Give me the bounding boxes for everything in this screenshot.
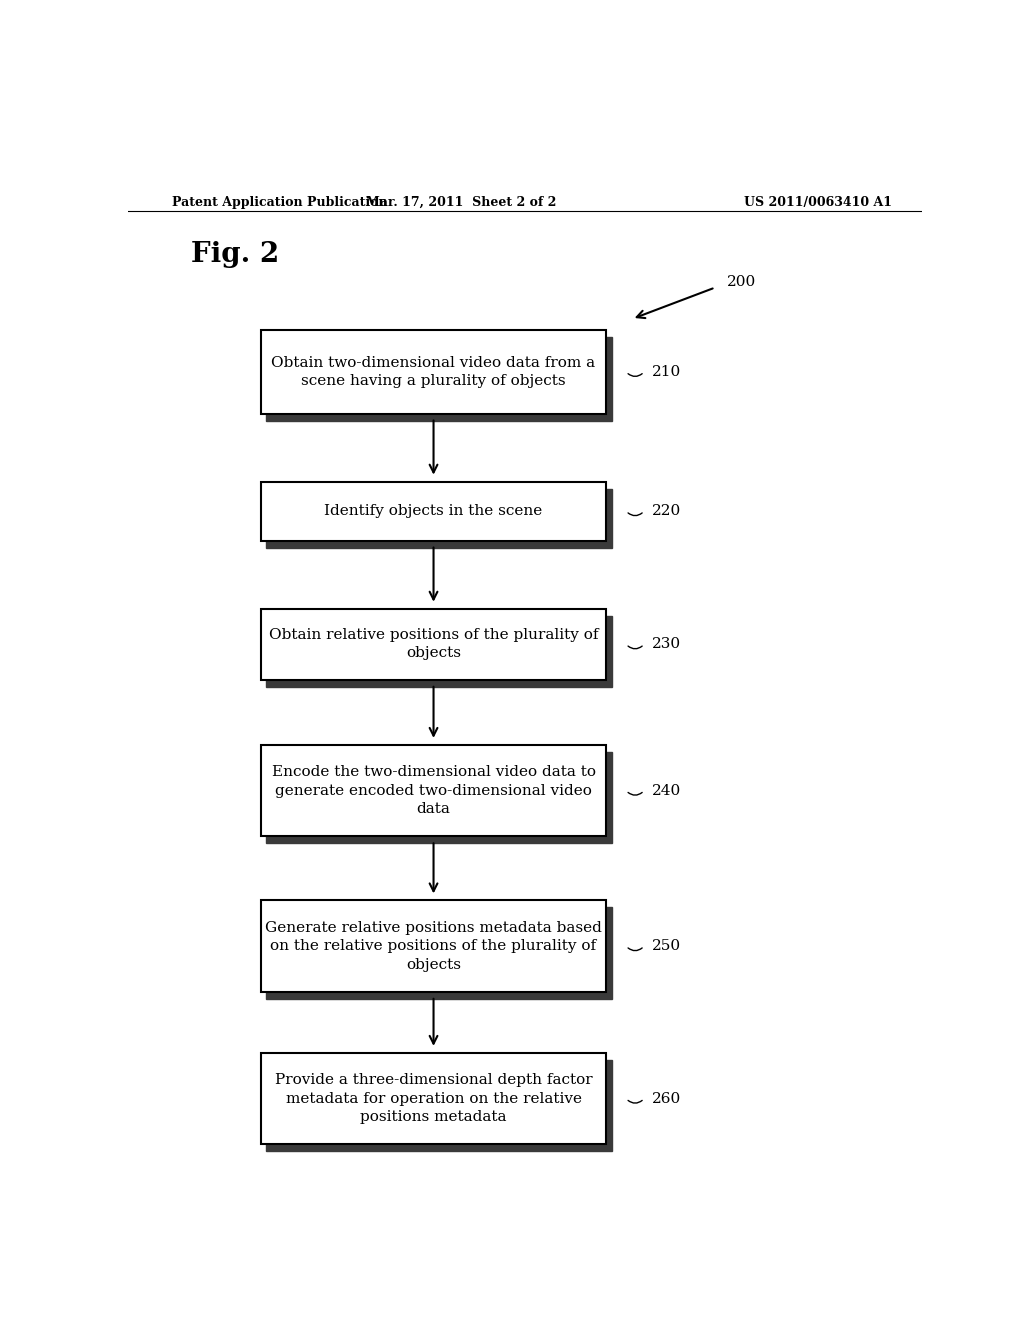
FancyBboxPatch shape bbox=[261, 330, 606, 413]
FancyBboxPatch shape bbox=[261, 744, 606, 837]
Text: Patent Application Publication: Patent Application Publication bbox=[172, 195, 387, 209]
Text: 220: 220 bbox=[652, 504, 681, 517]
Text: Provide a three-dimensional depth factor
metadata for operation on the relative
: Provide a three-dimensional depth factor… bbox=[274, 1073, 592, 1123]
FancyBboxPatch shape bbox=[261, 609, 606, 680]
Text: 200: 200 bbox=[727, 276, 757, 289]
Text: Encode the two-dimensional video data to
generate encoded two-dimensional video
: Encode the two-dimensional video data to… bbox=[271, 766, 596, 816]
FancyBboxPatch shape bbox=[261, 1053, 606, 1144]
Text: 210: 210 bbox=[652, 364, 681, 379]
Text: 250: 250 bbox=[652, 939, 681, 953]
FancyBboxPatch shape bbox=[266, 488, 611, 548]
FancyBboxPatch shape bbox=[266, 1060, 611, 1151]
FancyBboxPatch shape bbox=[266, 752, 611, 843]
Text: Mar. 17, 2011  Sheet 2 of 2: Mar. 17, 2011 Sheet 2 of 2 bbox=[367, 195, 556, 209]
Text: Identify objects in the scene: Identify objects in the scene bbox=[325, 504, 543, 517]
Text: Obtain two-dimensional video data from a
scene having a plurality of objects: Obtain two-dimensional video data from a… bbox=[271, 355, 596, 388]
FancyBboxPatch shape bbox=[266, 338, 611, 421]
Text: 260: 260 bbox=[652, 1092, 681, 1106]
Text: US 2011/0063410 A1: US 2011/0063410 A1 bbox=[744, 195, 893, 209]
Text: Generate relative positions metadata based
on the relative positions of the plur: Generate relative positions metadata bas… bbox=[265, 921, 602, 972]
FancyBboxPatch shape bbox=[261, 482, 606, 541]
Text: Obtain relative positions of the plurality of
objects: Obtain relative positions of the plurali… bbox=[268, 628, 598, 660]
FancyBboxPatch shape bbox=[261, 900, 606, 991]
FancyBboxPatch shape bbox=[266, 907, 611, 999]
Text: 240: 240 bbox=[652, 784, 681, 797]
Text: Fig. 2: Fig. 2 bbox=[191, 242, 280, 268]
Text: 230: 230 bbox=[652, 638, 681, 651]
FancyBboxPatch shape bbox=[266, 615, 611, 686]
